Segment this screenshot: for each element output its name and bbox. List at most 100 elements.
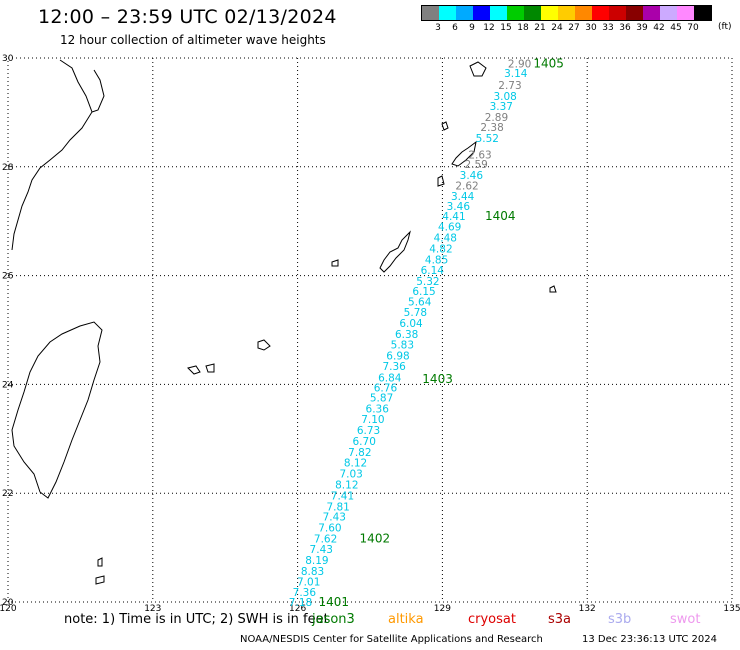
legend-swatch [541, 6, 558, 20]
swh-value: 7.62 [314, 533, 337, 545]
legend-unit: (ft) [718, 22, 732, 32]
swh-value: 6.15 [412, 286, 435, 298]
swh-value: 4.41 [442, 211, 465, 223]
swh-value: 8.12 [344, 458, 367, 470]
islet-okinawa-west [331, 259, 339, 267]
pass-number: 1402 [360, 531, 391, 545]
footer-note: note: 1) Time is in UTC; 2) SWH is in fe… [64, 612, 329, 627]
legend-swatch [677, 6, 694, 20]
legend-label: 45 [670, 23, 682, 33]
swh-value: 6.36 [366, 403, 390, 415]
swh-value: 4.82 [429, 243, 452, 255]
swh-value: 8.19 [305, 555, 328, 567]
pass-number: 1403 [422, 372, 453, 386]
legend-label: 39 [636, 23, 648, 33]
taiwan-coast [11, 321, 103, 499]
legend-label: 3 [435, 23, 441, 33]
islet-north [441, 121, 449, 131]
pass-number: 1404 [485, 209, 516, 223]
legend-swatch [507, 6, 524, 20]
swh-value: 3.46 [447, 201, 471, 213]
swh-value: 7.82 [348, 447, 371, 459]
legend-label: 9 [469, 23, 475, 33]
lat-tick-label: 30 [2, 54, 14, 64]
swh-value: 2.90 [508, 58, 531, 70]
pass-labels: 1405 1404 1403 1402 1401 [319, 56, 564, 609]
satellite-altika: altika [388, 612, 424, 627]
legend-label: 6 [452, 23, 458, 33]
swh-value: 8.83 [301, 566, 324, 578]
tokara-islet [437, 175, 445, 187]
pass-number: 1405 [533, 56, 564, 70]
legend-swatch [439, 6, 456, 20]
swh-value: 3.08 [493, 91, 516, 103]
swh-value: 7.03 [339, 469, 362, 481]
swh-value: 2.73 [498, 80, 521, 92]
lat-tick-label: 26 [2, 272, 14, 282]
legend-swatch [473, 6, 490, 20]
legend-label: 36 [619, 23, 631, 33]
swh-value: 5.87 [370, 392, 393, 404]
swh-value: 5.78 [404, 307, 427, 319]
lat-tick-label: 20 [2, 598, 14, 608]
swh-value: 7.10 [361, 414, 384, 426]
legend-label: 12 [483, 23, 495, 33]
kyushu-coast-detail [91, 69, 105, 113]
axis-labels: 120 123 126 129 132 135 30 28 26 24 22 20 [0, 54, 740, 614]
legend-label: 70 [687, 23, 699, 33]
swh-value: 6.84 [378, 372, 402, 384]
swh-value: 5.32 [416, 276, 439, 288]
map-title: 12:00 – 23:59 UTC 02/13/2024 [38, 6, 337, 28]
satellite-jason3: jason3 [312, 612, 355, 627]
lat-tick-label: 22 [2, 489, 13, 499]
swh-value: 5.52 [476, 133, 499, 145]
swh-value: 2.63 [468, 149, 491, 161]
lon-tick-label: 123 [144, 604, 161, 614]
swh-value: 3.37 [490, 101, 513, 113]
amami-coast [451, 140, 477, 167]
legend-swatch [660, 6, 677, 20]
swh-value: 6.04 [399, 318, 423, 330]
okinawa-coast [379, 230, 411, 273]
legend-label: 15 [500, 23, 512, 33]
islet-south-2 [95, 575, 105, 585]
legend-label: 33 [602, 23, 614, 33]
legend-label: 21 [534, 23, 546, 33]
legend-label: 42 [653, 23, 665, 33]
legend-swatches [421, 5, 712, 21]
swh-value: 3.46 [460, 170, 484, 182]
lon-tick-label: 129 [434, 604, 451, 614]
map-frame [7, 57, 733, 603]
islet-far-east [549, 285, 557, 293]
legend-swatch [575, 6, 592, 20]
legend-swatch [626, 6, 643, 20]
satellite-cryosat: cryosat [468, 612, 516, 627]
legend-swatch [609, 6, 626, 20]
swh-value: 7.36 [293, 587, 317, 599]
legend-labels: 3 6 9 12 15 18 21 24 27 30 33 36 39 42 45 70 [421, 23, 712, 37]
swh-value: 5.83 [391, 340, 414, 352]
legend-label: 30 [585, 23, 597, 33]
yakushima-outline [469, 61, 487, 77]
swh-value: 5.64 [408, 297, 432, 309]
satellite-swot: swot [670, 612, 701, 627]
swh-value: 7.36 [382, 361, 406, 373]
legend-swatch [456, 6, 473, 20]
generation-timestamp: 13 Dec 23:36:13 UTC 2024 [582, 634, 717, 645]
swh-value: 6.70 [353, 436, 376, 448]
swh-value: 7.41 [331, 490, 354, 502]
color-legend: 3 6 9 12 15 18 21 24 27 30 33 36 39 42 45 70 [421, 5, 712, 37]
satellite-track: 2.903.142.733.083.372.892.385.52 2.632.59… [289, 58, 532, 609]
swh-value: 3.44 [451, 191, 475, 203]
kyushu-west-coast [11, 59, 93, 251]
lon-tick-label: 135 [723, 604, 740, 614]
pass-number: 1401 [319, 595, 350, 609]
swh-value: 3.14 [504, 68, 528, 80]
swh-value: 2.59 [464, 159, 487, 171]
satellite-s3b: s3b [608, 612, 632, 627]
lat-tick-label: 28 [2, 163, 14, 173]
lat-tick-label: 24 [2, 380, 14, 390]
satellite-s3a: s3a [548, 612, 572, 627]
legend-swatch [558, 6, 575, 20]
